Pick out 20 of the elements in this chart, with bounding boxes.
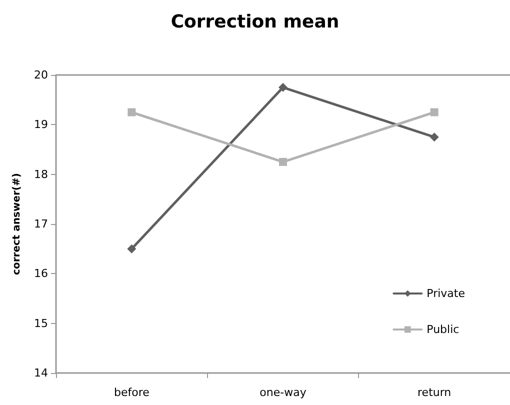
chart-title: Correction mean — [170, 12, 340, 32]
x-tick-label: return — [418, 386, 452, 399]
x-tick-label: before — [114, 386, 150, 399]
y-tick-label: 14 — [34, 366, 48, 380]
y-tick-label: 19 — [34, 118, 48, 132]
y-axis-title: correct answer(#) — [12, 173, 22, 275]
legend-label: Public — [426, 323, 460, 336]
point — [127, 244, 136, 254]
point — [128, 108, 136, 116]
point — [279, 158, 287, 166]
point — [430, 132, 439, 142]
point — [430, 108, 438, 116]
legend-label: Private — [426, 287, 466, 300]
y-tick-label: 16 — [34, 267, 48, 280]
y-tick-label: 17 — [34, 218, 48, 230]
y-tick-label: 20 — [34, 68, 48, 82]
y-tick-label: 15 — [34, 316, 48, 330]
point — [278, 82, 288, 92]
x-tick-label: one-way — [260, 386, 307, 399]
y-tick-label: 18 — [34, 168, 48, 181]
